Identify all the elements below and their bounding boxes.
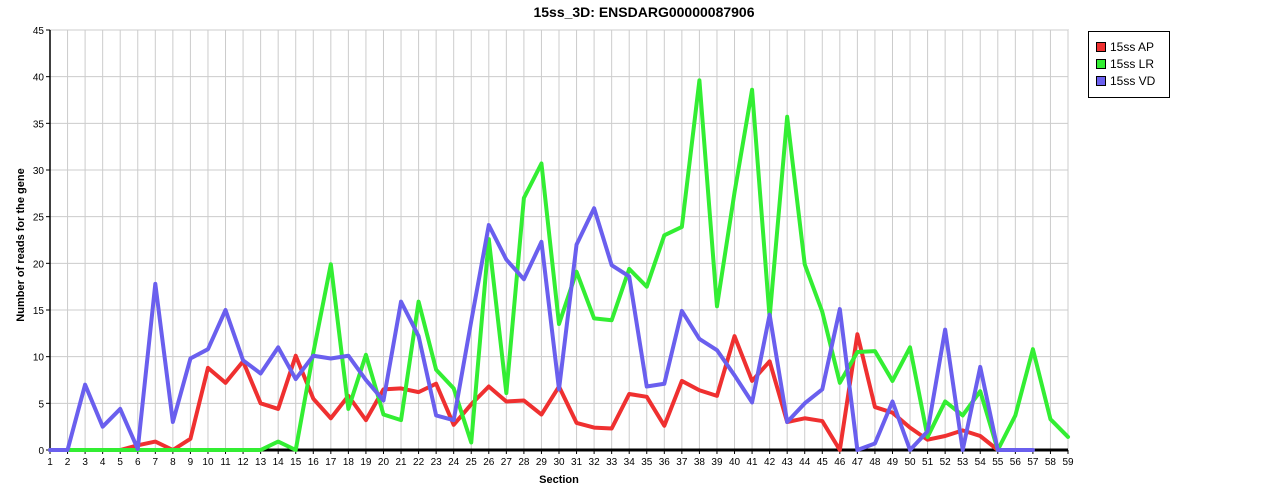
x-tick-label: 49 — [887, 457, 899, 468]
legend-item-ap: 15ss AP — [1096, 38, 1169, 55]
chart-title: 15ss_3D: ENSDARG00000087906 — [533, 4, 754, 20]
x-tick-label: 20 — [378, 457, 390, 468]
y-axis-label: Number of reads for the gene — [15, 168, 27, 321]
x-tick-label: 52 — [940, 457, 952, 468]
x-tick-label: 53 — [957, 457, 969, 468]
x-tick-label: 44 — [799, 457, 811, 468]
x-tick-label: 50 — [904, 457, 916, 468]
chart-legend: 15ss AP 15ss LR 15ss VD — [1088, 31, 1170, 98]
x-tick-label: 56 — [1010, 457, 1022, 468]
x-tick-label: 21 — [395, 457, 407, 468]
x-tick-label: 9 — [188, 457, 194, 468]
x-tick-label: 29 — [536, 457, 548, 468]
y-tick-label: 0 — [38, 446, 44, 457]
legend-item-lr: 15ss LR — [1096, 55, 1169, 72]
x-tick-label: 22 — [413, 457, 425, 468]
x-tick-label: 58 — [1045, 457, 1057, 468]
legend-swatch-lr — [1096, 58, 1106, 69]
x-tick-label: 41 — [747, 457, 759, 468]
x-tick-label: 32 — [589, 457, 601, 468]
x-tick-label: 10 — [202, 457, 214, 468]
x-tick-label: 18 — [343, 457, 355, 468]
y-tick-label: 35 — [33, 119, 45, 130]
x-tick-label: 14 — [273, 457, 285, 468]
x-tick-label: 6 — [135, 457, 141, 468]
x-tick-label: 31 — [571, 457, 583, 468]
legend-label-vd: 15ss VD — [1110, 73, 1156, 88]
x-tick-label: 48 — [869, 457, 881, 468]
x-tick-label: 7 — [153, 457, 159, 468]
x-tick-label: 12 — [238, 457, 250, 468]
series-line-3 — [48, 206, 1035, 452]
y-tick-label: 30 — [33, 166, 45, 177]
y-tick-label: 20 — [33, 259, 45, 270]
legend-swatch-ap — [1096, 41, 1106, 52]
x-tick-label: 51 — [922, 457, 934, 468]
x-tick-label: 3 — [82, 457, 88, 468]
x-tick-label: 25 — [466, 457, 478, 468]
x-tick-label: 1 — [47, 457, 53, 468]
legend-item-vd: 15ss VD — [1096, 72, 1169, 89]
y-tick-label: 15 — [33, 306, 45, 317]
x-tick-label: 43 — [782, 457, 794, 468]
x-tick-label: 11 — [220, 457, 231, 468]
x-tick-label: 15 — [290, 457, 302, 468]
x-tick-label: 40 — [729, 457, 741, 468]
x-tick-label: 54 — [975, 457, 987, 468]
x-tick-label: 57 — [1027, 457, 1039, 468]
y-tick-label: 5 — [38, 399, 44, 410]
y-tick-label: 40 — [33, 73, 45, 84]
y-tick-label: 25 — [33, 213, 45, 224]
x-tick-label: 47 — [852, 457, 864, 468]
x-tick-label: 30 — [553, 457, 565, 468]
x-tick-label: 46 — [834, 457, 846, 468]
x-tick-label: 36 — [659, 457, 671, 468]
x-tick-label: 35 — [641, 457, 653, 468]
legend-swatch-vd — [1096, 75, 1106, 86]
x-tick-label: 5 — [117, 457, 123, 468]
x-tick-label: 42 — [764, 457, 776, 468]
x-tick-label: 45 — [817, 457, 829, 468]
x-tick-label: 39 — [711, 457, 723, 468]
x-tick-label: 23 — [431, 457, 443, 468]
x-tick-label: 24 — [448, 457, 460, 468]
x-tick-label: 34 — [624, 457, 636, 468]
x-tick-label: 26 — [483, 457, 495, 468]
x-tick-label: 59 — [1062, 457, 1074, 468]
x-tick-label: 55 — [992, 457, 1004, 468]
x-tick-label: 28 — [518, 457, 530, 468]
x-tick-label: 33 — [606, 457, 618, 468]
x-tick-label: 37 — [676, 457, 688, 468]
x-tick-label: 38 — [694, 457, 706, 468]
x-tick-label: 16 — [308, 457, 320, 468]
series-line-2 — [48, 78, 1070, 452]
x-tick-label: 2 — [65, 457, 71, 468]
legend-label-ap: 15ss AP — [1110, 39, 1155, 54]
x-tick-label: 19 — [360, 457, 372, 468]
legend-label-lr: 15ss LR — [1110, 56, 1155, 71]
x-tick-label: 13 — [255, 457, 267, 468]
y-tick-label: 10 — [33, 353, 45, 364]
axes: 1 2 3 4 5 6 7 8 9 10 11 12 13 14 15 16 17 18 19 20 21 22 23 24 2… — [33, 26, 1074, 468]
series-line-1 — [48, 332, 1000, 452]
series-lines — [48, 78, 1070, 452]
x-tick-label: 8 — [170, 457, 176, 468]
x-axis-label: Section — [539, 474, 579, 486]
y-tick-label: 45 — [33, 26, 45, 37]
x-tick-label: 4 — [100, 457, 106, 468]
x-tick-label: 27 — [501, 457, 513, 468]
x-tick-label: 17 — [325, 457, 337, 468]
